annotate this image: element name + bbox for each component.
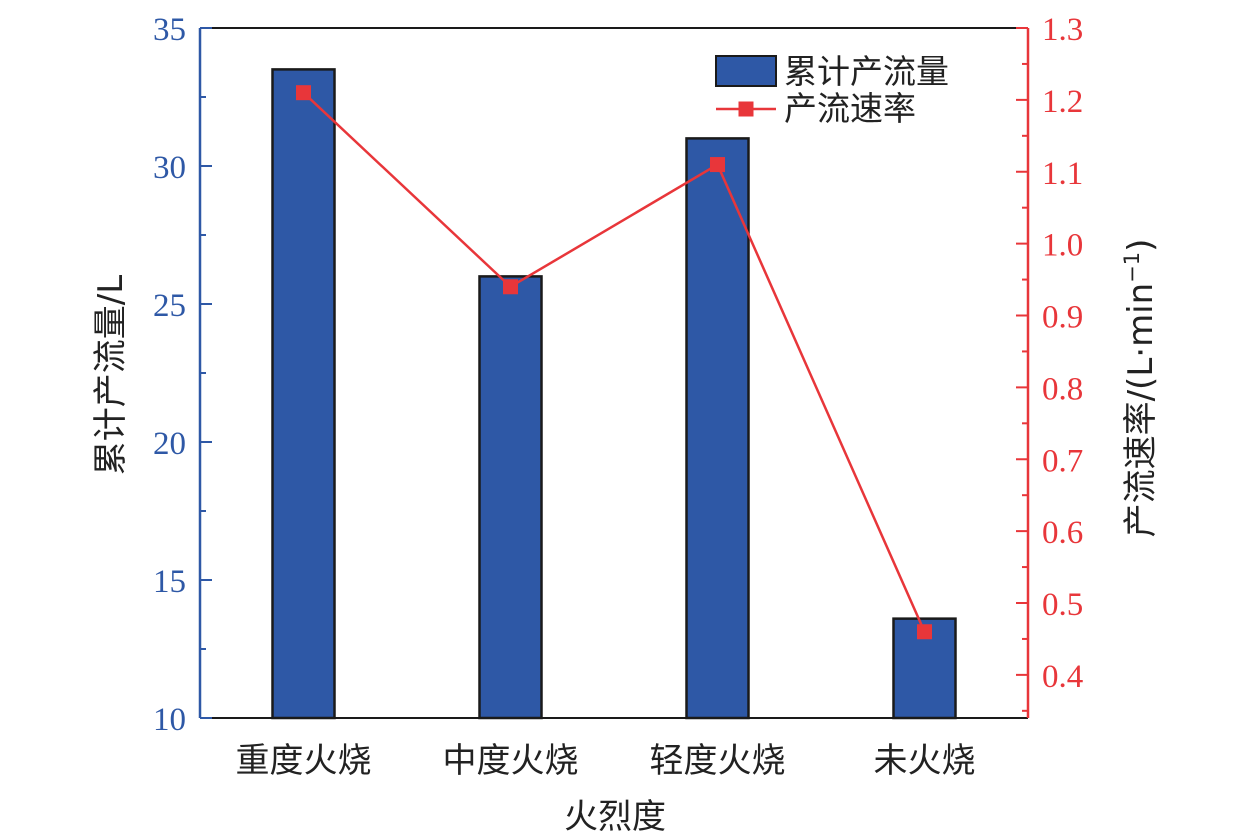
y-left-tick-label-3: 25 [153, 288, 186, 324]
legend-label-line: 产流速率 [784, 89, 916, 128]
y-left-tick-label-0: 10 [153, 702, 186, 738]
x-tick-label-0: 重度火烧 [236, 741, 372, 781]
rate-line [302, 91, 926, 633]
rate-marker-1 [503, 279, 518, 295]
y-axis-title-right-main: 产流速率/(L·min [1121, 283, 1161, 538]
x-tick-label-1: 中度火烧 [443, 741, 579, 781]
y-left-tick-label-2: 20 [153, 426, 186, 462]
y-left-tick-label-1: 15 [153, 564, 186, 600]
y-axis-title-right: 产流速率/(L·min−1) [1120, 239, 1161, 538]
y-axis-title-right-sup: −1 [1120, 252, 1144, 283]
bar-0 [271, 68, 336, 720]
x-tick-label-3: 未火烧 [874, 741, 976, 781]
y-right-tick-label-3: 0.7 [1042, 443, 1083, 479]
y-right-tick-label-1: 0.5 [1042, 587, 1083, 623]
y-right-tick-label-4: 0.8 [1042, 371, 1083, 407]
plot-area [271, 68, 957, 720]
legend: 累计产流量 产流速率 [715, 52, 949, 128]
y-axis-title-right-close: ) [1121, 239, 1161, 252]
legend-label-bar: 累计产流量 [784, 52, 949, 91]
y-right-tick-label-0: 0.4 [1042, 659, 1083, 695]
legend-bar-swatch [715, 55, 777, 87]
y-right-tick-label-5: 0.9 [1042, 300, 1083, 336]
legend-line-marker [738, 101, 754, 117]
y-left-tick-label-4: 30 [153, 150, 186, 186]
x-axis-title: 火烈度 [564, 797, 666, 837]
y-right-tick-label-9: 1.3 [1042, 12, 1083, 48]
y-axis-title-left: 累计产流量/L [91, 275, 131, 475]
rate-marker-2 [710, 157, 725, 173]
rate-marker-0 [296, 85, 311, 101]
y-right-tick-label-2: 0.6 [1042, 515, 1083, 551]
bar-1 [478, 275, 543, 720]
y-right-tick-label-7: 1.1 [1042, 156, 1083, 192]
y-right-tick-label-6: 1.0 [1042, 228, 1083, 264]
x-tick-label-2: 轻度火烧 [650, 741, 786, 781]
y-right-tick-label-8: 1.2 [1042, 84, 1083, 120]
rate-marker-3 [917, 624, 932, 640]
y-left-tick-label-5: 35 [153, 12, 186, 48]
bar-2 [685, 137, 750, 720]
axes: 10 15 20 25 30 35 0.4 0.5 0.6 0.7 0.8 0.9 1.0 1.1 1.2 1… [153, 12, 1083, 781]
